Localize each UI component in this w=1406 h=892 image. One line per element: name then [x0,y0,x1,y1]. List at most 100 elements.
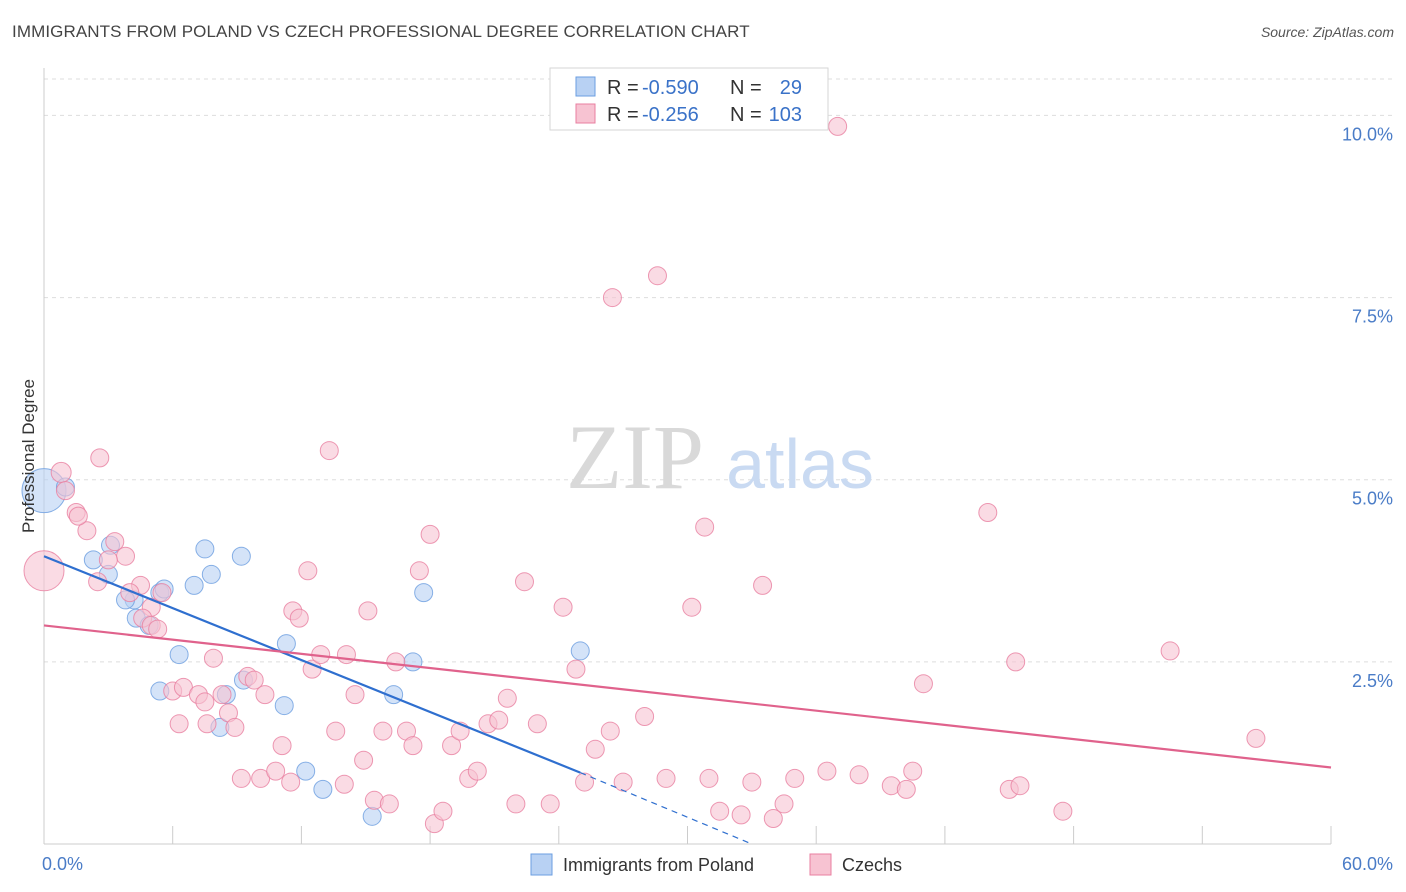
poland-trend-line [43,555,581,774]
czechs-point [244,670,264,690]
poland-point [362,806,382,826]
czechs-point [289,608,309,628]
czechs-point [913,674,933,694]
series-legend-swatch-poland [530,853,553,876]
czechs-point [1053,801,1073,821]
y-tick-label: 7.5% [1352,307,1393,327]
czechs-point [602,288,622,308]
czechs-point [442,736,462,756]
czechs-point [373,721,393,741]
czechs-point [849,765,869,785]
legend-r-value: -0.590 [642,77,699,99]
stats-legend-row-czechs: R = -0.256 N = 103 [575,103,802,126]
czechs-point [319,441,339,461]
czechs-point [334,774,354,794]
czechs-point [695,517,715,537]
stats-legend: R = -0.590 N = 29 R = -0.256 N = 103 [549,67,829,131]
czechs-point [1160,641,1180,661]
czechs-point [266,761,286,781]
czechs-point [212,685,232,705]
czechs-point [326,721,346,741]
czechs-point [553,597,573,617]
czechs-point [298,561,318,581]
czechs-point [710,801,730,821]
czechs-point [379,794,399,814]
czechs-point [978,503,998,522]
czechs-point [409,561,429,581]
czechs-point [225,717,245,737]
legend-swatch-poland [575,76,596,97]
czechs-point [50,461,72,483]
czechs-point [585,739,605,759]
czechs-point [613,772,633,792]
czechs-point [896,779,916,799]
czechs-point [231,768,251,788]
legend-n-value: 103 [769,104,802,126]
poland-point [274,696,294,716]
czechs-point [386,652,406,672]
czechs-point [1246,728,1266,748]
stats-legend-box [549,67,829,131]
watermark-zip: ZIP [566,406,704,508]
legend-n-label: N = [730,104,762,126]
czechs-point [55,481,75,501]
czechs-point [497,688,517,708]
czechs-point [763,809,783,828]
czechs-point [682,597,702,617]
czechs-point [527,714,547,734]
czechs-point [345,685,365,705]
czechs-point [1010,776,1030,796]
czechs-point [742,772,762,792]
series-legend-label-czechs: Czechs [842,855,902,875]
czechs-point [169,714,189,734]
trend-lines [43,555,1332,845]
chart-title: IMMIGRANTS FROM POLAND VS CZECH PROFESSI… [12,22,750,41]
legend-n-value: 29 [780,77,802,99]
czechs-point [420,524,440,544]
czechs-point [489,710,509,730]
x-tick-label-min: 0.0% [42,854,83,874]
czechs-point [903,761,923,781]
poland-point [231,546,251,566]
watermark: ZIP atlas [566,406,874,508]
czechs-trend-line [43,624,1332,769]
czechs-point [731,805,751,825]
czechs-point [506,794,526,814]
y-tick-label: 2.5% [1352,671,1393,691]
poland-point [195,539,215,559]
czechs-point [656,768,676,788]
czechs-point [358,601,378,621]
poland-point [403,652,423,672]
czechs-point [1006,652,1026,672]
poland-point [184,575,204,595]
x-tick-labels: 0.0% 60.0% [42,854,1393,874]
stats-legend-row-poland: R = -0.590 N = 29 [575,76,802,99]
poland-point [296,761,316,781]
series-legend-label-poland: Immigrants from Poland [563,855,754,875]
czechs-point [68,506,88,526]
czechs-point [699,768,719,788]
poland-point [570,641,590,661]
data-points [21,116,1266,834]
poland-point [414,583,434,603]
czechs-point [148,619,168,639]
czechs-point [203,648,223,668]
y-axis-label: Professional Degree [19,379,38,533]
series-legend-swatch-czechs [809,853,832,876]
x-tick-label-max: 60.0% [1342,854,1393,874]
czechs-point [403,736,423,756]
czechs-point [105,532,125,552]
czechs-point [600,721,620,741]
czechs-point [467,761,487,781]
czechs-point [255,685,275,705]
czechs-point [566,659,586,679]
source-label: Source: ZipAtlas.com [1260,24,1394,40]
czechs-point [540,794,560,814]
czechs-point [785,768,805,788]
czechs-point [195,692,215,712]
poland-point [201,564,221,584]
y-tick-label: 10.0% [1342,124,1393,144]
czechs-point [753,575,773,595]
czechs-point [575,772,595,792]
poland-point [169,645,189,665]
